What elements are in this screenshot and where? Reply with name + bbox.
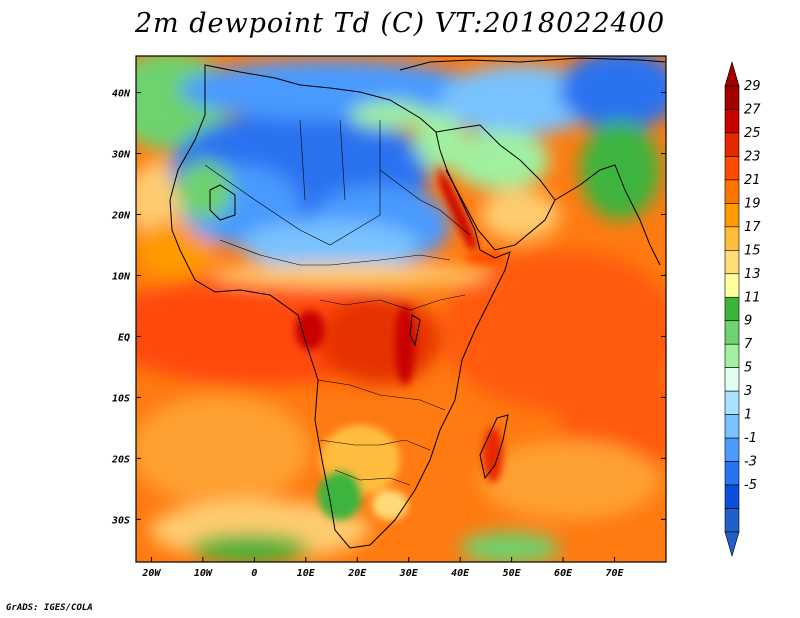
lat-tick-label: 30S (111, 515, 130, 526)
legend-swatch (724, 132, 740, 157)
lon-tick-label: 70E (606, 568, 625, 579)
legend-label: 11 (744, 290, 761, 305)
legend-swatch (724, 156, 740, 181)
legend-swatch (724, 367, 740, 392)
legend-swatch (724, 320, 740, 345)
legend-swatch (724, 437, 740, 462)
legend-label: 7 (744, 337, 753, 352)
legend-label: 23 (744, 149, 761, 164)
latitude-axis: 40N 30N 20N 10N EQ 10S 20S 30S (111, 89, 666, 526)
lon-tick-label: 10E (297, 568, 316, 579)
legend-label: 19 (744, 196, 761, 211)
legend-label: 13 (744, 267, 761, 282)
legend-swatch (724, 461, 740, 486)
legend-swatch (724, 226, 740, 251)
lon-tick-label: 60E (554, 568, 573, 579)
legend-swatch (724, 85, 740, 110)
legend-swatch (724, 508, 740, 533)
borders (204, 119, 471, 486)
longitude-axis: 20W 10W 0 10E 20E 30E 40E 50E 60E 70E (141, 557, 625, 579)
lon-tick-label: 10W (194, 568, 213, 579)
legend-max-arrow (724, 60, 740, 87)
legend-swatch (724, 390, 740, 415)
credit-label: GrADS: IGES/COLA (6, 603, 93, 613)
legend-label: 29 (744, 79, 761, 94)
legend-swatch (724, 414, 740, 439)
coastlines (169, 57, 666, 549)
dewpoint-field (136, 56, 666, 562)
lat-tick-label: 40N (112, 89, 131, 100)
legend-label: 3 (744, 384, 752, 399)
legend-label: -3 (744, 455, 757, 470)
lon-tick-label: 30E (399, 568, 419, 579)
legend-label: 25 (744, 126, 761, 141)
legend-label: -5 (744, 478, 757, 493)
legend-label: 21 (744, 173, 761, 188)
lat-tick-label: 10S (112, 393, 130, 404)
legend-label: 17 (744, 220, 761, 235)
legend-swatch (724, 109, 740, 134)
color-legend: 29 27 25 23 21 19 17 15 13 11 9 7 5 3 1 -1 -3 -5 (724, 60, 761, 558)
lon-tick-label: 20E (347, 568, 367, 579)
legend-swatch (724, 250, 740, 275)
map-title: 2m dewpoint Td (C) VT:2018022400 (134, 8, 666, 39)
legend-swatch (724, 203, 740, 228)
legend-swatch (724, 343, 740, 368)
legend-label: 15 (744, 243, 761, 258)
legend-swatch (724, 273, 740, 298)
map-frame (135, 55, 667, 563)
lat-tick-label: 20N (111, 211, 131, 222)
lon-tick-label: 0 (251, 568, 257, 579)
legend-label: 9 (744, 314, 752, 329)
legend-label: 1 (744, 408, 752, 423)
legend-swatch (724, 179, 740, 204)
lon-tick-label: 20W (141, 568, 161, 579)
legend-swatch (724, 296, 740, 322)
lat-tick-label: EQ (118, 332, 130, 343)
legend-label: 5 (744, 361, 752, 376)
legend-min-arrow (724, 531, 740, 558)
lat-tick-label: 20S (111, 454, 130, 465)
lat-tick-label: 10N (112, 271, 131, 282)
legend-swatch (724, 484, 740, 509)
legend-label: 27 (744, 102, 761, 117)
lon-tick-label: 40E (451, 568, 470, 579)
lon-tick-label: 50E (503, 568, 522, 579)
legend-label: -1 (744, 431, 757, 446)
lat-tick-label: 30N (111, 150, 131, 161)
